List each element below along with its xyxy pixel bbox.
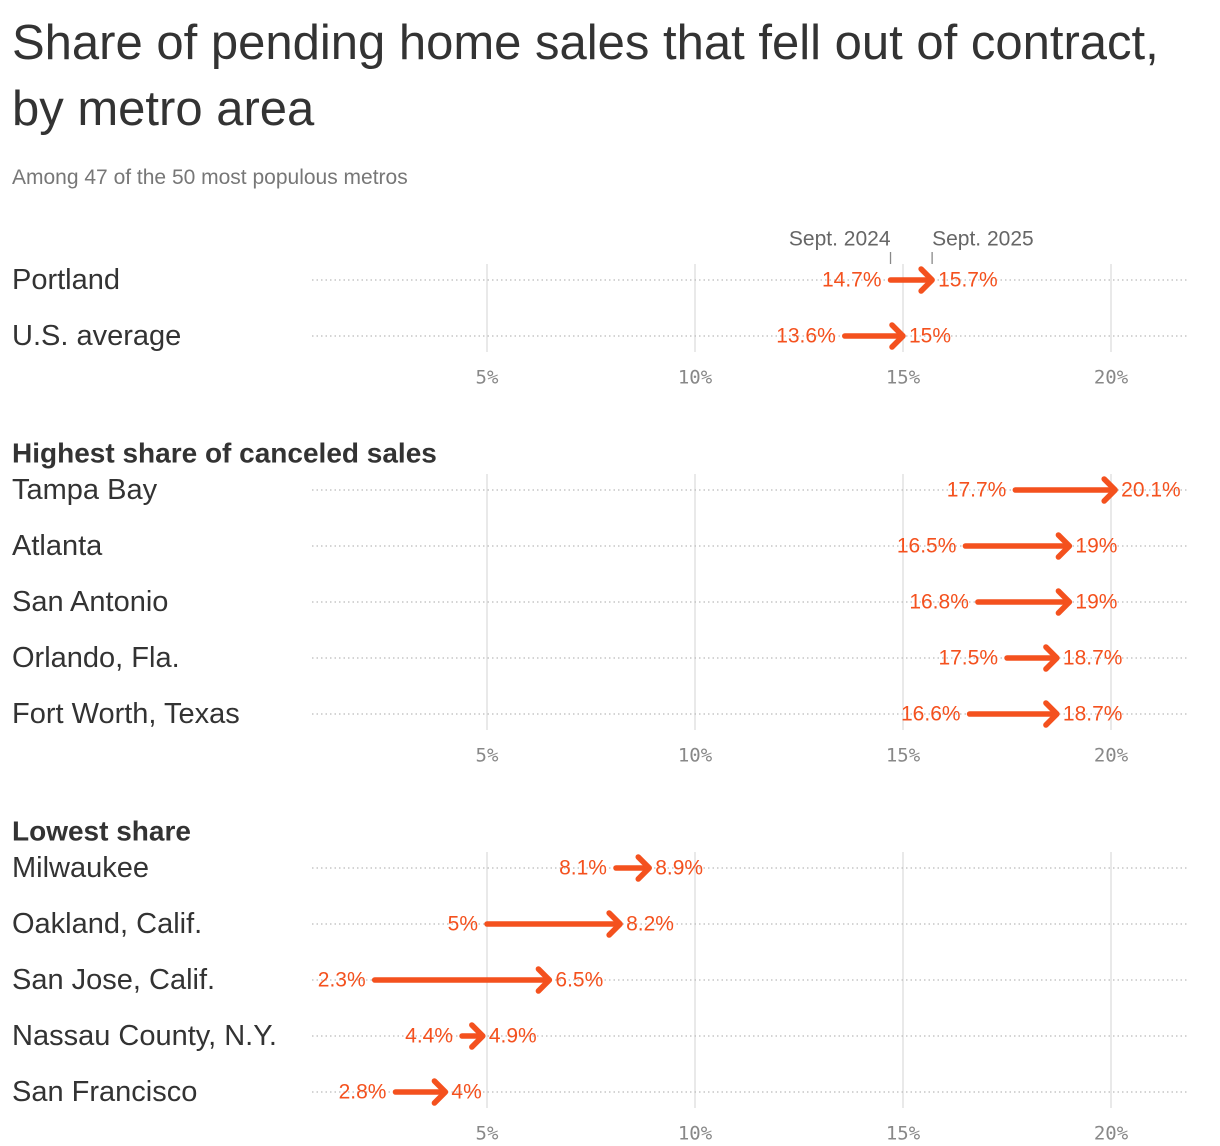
start-value-label: 8.1%	[559, 857, 607, 880]
row-label: San Francisco	[12, 1076, 197, 1108]
section-heading: Lowest share	[12, 815, 191, 846]
arrow-head	[431, 1078, 449, 1106]
row-label: San Antonio	[12, 586, 168, 618]
end-value-label: 19%	[1075, 591, 1117, 614]
start-value-label: 17.5%	[938, 647, 998, 670]
row-label: Nassau County, N.Y.	[12, 1020, 277, 1052]
start-value-label: 2.8%	[339, 1081, 387, 1104]
x-tick-label: 20%	[1094, 1123, 1129, 1145]
end-value-label: 8.9%	[655, 857, 703, 880]
arrow-head	[1055, 532, 1073, 560]
row-label: U.S. average	[12, 320, 181, 352]
x-tick-label: 10%	[678, 367, 713, 389]
legend-label-start: Sept. 2024	[789, 228, 891, 251]
x-tick-label: 20%	[1094, 745, 1129, 767]
x-tick-label: 10%	[678, 1123, 713, 1145]
row-label: Orlando, Fla.	[12, 642, 180, 674]
start-value-label: 13.6%	[776, 325, 836, 348]
x-tick-label: 5%	[476, 367, 499, 389]
start-value-label: 4.4%	[405, 1025, 453, 1048]
end-value-label: 19%	[1075, 535, 1117, 558]
row-label: Tampa Bay	[12, 474, 158, 506]
start-value-label: 16.6%	[901, 703, 961, 726]
arrow-head	[918, 266, 935, 294]
x-tick-label: 20%	[1094, 367, 1129, 389]
section-heading: Highest share of canceled sales	[12, 437, 437, 468]
legend-label-end: Sept. 2025	[932, 228, 1034, 251]
x-tick-label: 5%	[476, 1123, 499, 1145]
arrow-head	[635, 854, 652, 882]
row-label: Oakland, Calif.	[12, 908, 202, 940]
end-value-label: 4%	[451, 1081, 481, 1104]
arrow-head	[1043, 700, 1060, 728]
start-value-label: 16.8%	[909, 591, 969, 614]
start-value-label: 16.5%	[897, 535, 957, 558]
end-value-label: 18.7%	[1063, 703, 1123, 726]
row-label: Fort Worth, Texas	[12, 698, 240, 730]
start-value-label: 5%	[448, 913, 478, 936]
x-tick-label: 15%	[886, 367, 921, 389]
arrow-head	[606, 910, 623, 938]
arrow-head	[889, 322, 906, 350]
arrow-head	[469, 1022, 486, 1050]
start-value-label: 17.7%	[947, 479, 1007, 502]
start-value-label: 14.7%	[822, 269, 882, 292]
row-label: San Jose, Calif.	[12, 964, 215, 996]
chart-title: Share of pending home sales that fell ou…	[12, 16, 1159, 136]
row-label: Portland	[12, 264, 120, 296]
row-label: Atlanta	[12, 530, 103, 562]
end-value-label: 4.9%	[489, 1025, 537, 1048]
arrow-head	[1055, 588, 1073, 616]
end-value-label: 15.7%	[938, 269, 998, 292]
start-value-label: 2.3%	[318, 969, 366, 992]
arrow-head	[535, 966, 553, 994]
x-tick-label: 15%	[886, 745, 921, 767]
x-tick-label: 15%	[886, 1123, 921, 1145]
end-value-label: 20.1%	[1121, 479, 1181, 502]
arrow-head	[1043, 644, 1060, 672]
end-value-label: 18.7%	[1063, 647, 1123, 670]
row-label: Milwaukee	[12, 852, 149, 884]
x-tick-label: 5%	[476, 745, 499, 767]
end-value-label: 15%	[909, 325, 951, 348]
arrow-head	[1101, 476, 1118, 504]
end-value-label: 8.2%	[626, 913, 674, 936]
end-value-label: 6.5%	[555, 969, 603, 992]
x-tick-label: 10%	[678, 745, 713, 767]
chart-subtitle: Among 47 of the 50 most populous metros	[12, 166, 408, 189]
